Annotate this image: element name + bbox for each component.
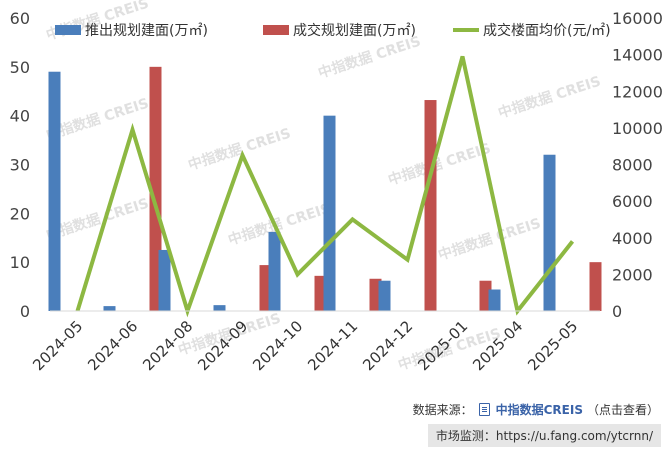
watermark-text: 中指数据 CREIS (316, 33, 423, 82)
right-tick-label: 2000 (612, 265, 653, 284)
document-icon (478, 403, 490, 416)
source-link[interactable]: （点击查看） (586, 403, 659, 417)
bar-launched-area (268, 231, 281, 311)
line-series (75, 55, 575, 318)
left-axis: 0 10 20 30 40 50 60 (10, 9, 30, 321)
right-tick-label: 12000 (612, 82, 663, 101)
left-tick-label: 30 (10, 156, 30, 175)
left-tick-label: 40 (10, 107, 30, 126)
legend-label: 成交楼面均价(元/㎡) (483, 22, 611, 39)
watermark-text: 中指数据 CREIS (436, 215, 543, 264)
bar-launched-area (378, 280, 391, 311)
right-tick-label: 4000 (612, 229, 653, 248)
x-tick-label: 2024-06 (84, 317, 141, 374)
left-tick-label: 0 (20, 302, 30, 321)
legend-swatch (263, 25, 289, 35)
bar-launched-area (323, 115, 336, 312)
right-tick-label: 0 (612, 302, 622, 321)
data-source: 数据来源： 中指数据CREIS （点击查看） (413, 401, 659, 418)
bar-transacted-area (589, 262, 602, 311)
legend: 推出规划建面(万㎡) 成交规划建面(万㎡) 成交楼面均价(元/㎡) (55, 22, 611, 39)
left-tick-label: 10 (10, 253, 30, 272)
right-tick-label: 6000 (612, 192, 653, 211)
bar-launched-area (488, 289, 501, 311)
right-tick-label: 14000 (612, 46, 663, 65)
right-tick-label: 10000 (612, 119, 663, 138)
source-label: 数据来源： (412, 403, 473, 417)
bar-launched-area (103, 306, 116, 311)
legend-label: 成交规划建面(万㎡) (293, 22, 416, 39)
x-axis: 2024-052024-062024-082024-092024-102024-… (29, 310, 600, 374)
legend-label: 推出规划建面(万㎡) (85, 23, 208, 39)
market-monitor-link[interactable]: 市场监测：https://u.fang.com/ytcrnn/ (427, 424, 661, 447)
right-axis: 0 2000 4000 6000 8000 10000 12000 14000 16000 (612, 9, 663, 321)
bar-launched-area (158, 249, 171, 311)
source-brand[interactable]: 中指数据CREIS (495, 403, 583, 417)
x-tick-label: 2024-11 (304, 317, 361, 374)
left-tick-label: 20 (10, 204, 30, 223)
x-tick-label: 2025-05 (524, 317, 581, 374)
bar-launched-area (543, 154, 556, 311)
price-line (75, 55, 575, 318)
right-tick-label: 16000 (612, 9, 663, 28)
bar-launched-area (48, 71, 61, 311)
bars (48, 66, 602, 312)
left-tick-label: 60 (10, 9, 30, 28)
bar-launched-area (213, 305, 226, 311)
legend-swatch (55, 25, 81, 35)
watermark-text: 中指数据 CREIS (496, 73, 603, 122)
x-tick-label: 2024-05 (29, 317, 86, 374)
bar-transacted-area (424, 100, 437, 311)
left-tick-label: 50 (10, 58, 30, 77)
right-tick-label: 8000 (612, 156, 653, 175)
